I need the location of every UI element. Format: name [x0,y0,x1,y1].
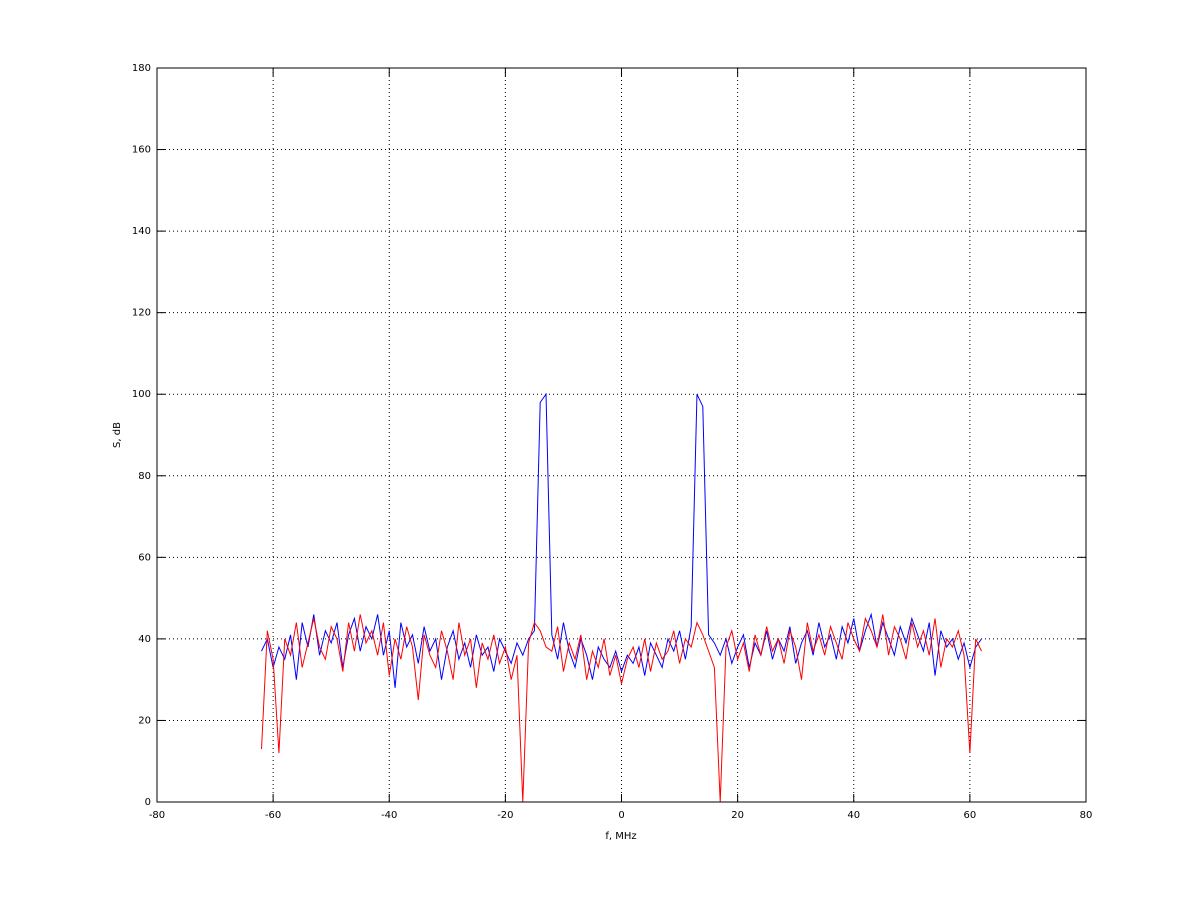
plot-frame [156,67,1087,803]
y-tick-label: 160 [132,145,151,156]
y-tick-label: 180 [132,63,151,74]
x-tick-label: 60 [964,810,977,821]
y-tick-label: 40 [138,634,151,645]
y-tick-label: 120 [132,308,151,319]
x-tick-label: -40 [381,810,397,821]
x-tick-label: -20 [497,810,513,821]
x-tick-label: 40 [847,810,860,821]
x-tick-label: -60 [265,810,281,821]
x-tick-label: -80 [149,810,165,821]
x-tick-label: 0 [618,810,624,821]
y-tick-label: 100 [132,389,151,400]
y-axis-label: S, dB [112,422,123,448]
series-line [261,392,982,688]
series-line [261,614,982,803]
x-tick-label: 80 [1080,810,1093,821]
y-tick-label: 80 [138,471,151,482]
y-tick-label: 20 [138,715,151,726]
x-tick-label: 20 [731,810,744,821]
y-tick-label: 0 [145,797,151,808]
x-axis-label: f, MHz [605,831,636,842]
y-tick-label: 140 [132,226,151,237]
y-tick-label: 60 [138,552,151,563]
